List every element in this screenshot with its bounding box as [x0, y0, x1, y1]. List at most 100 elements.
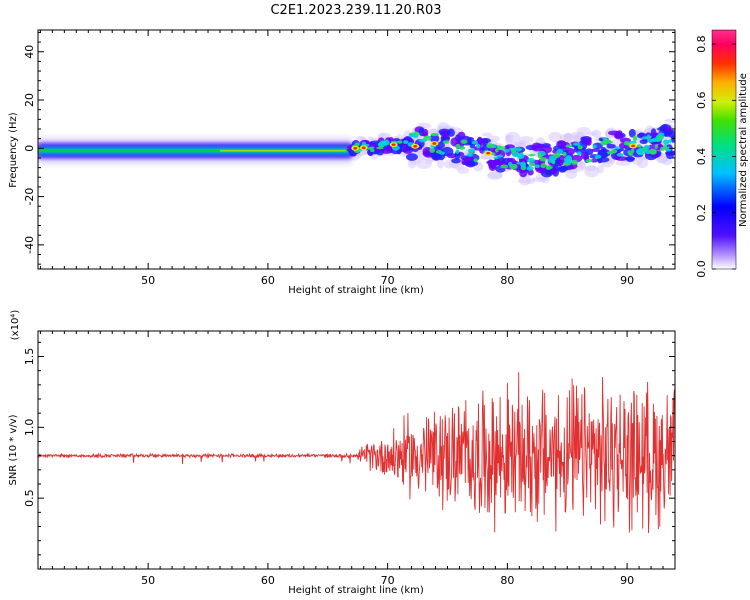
heatmap-halo-blob — [565, 168, 578, 179]
heatmap-green-blob — [654, 144, 659, 149]
heatmap-green-blob — [547, 158, 556, 163]
heatmap-blue-blob — [451, 158, 461, 164]
heatmap-green-blob — [636, 144, 642, 148]
heatmap-halo-blob — [584, 165, 600, 178]
colorbar-tick-label: 0.8 — [695, 35, 708, 53]
heatmap-x-tick-label: 60 — [261, 274, 275, 287]
heatmap-green-blob — [577, 145, 583, 150]
heatmap-halo-blob — [444, 159, 454, 169]
heatmap-blue-blob — [665, 150, 675, 156]
colorbar-gradient — [712, 30, 736, 269]
heatmap-halo-blob — [518, 136, 534, 144]
heatmap-green-blob — [500, 164, 509, 169]
heatmap-blue-blob — [421, 131, 428, 137]
colorbar-tick-label: 0.4 — [695, 148, 708, 166]
heatmap-blue-blob — [639, 139, 648, 145]
heatmap-halo-blob — [572, 134, 580, 144]
heatmap-blue-blob — [461, 157, 467, 166]
heatmap-green-blob — [503, 148, 510, 153]
colorbar-label: Normalized spectral amplitude — [738, 73, 749, 227]
heatmap-green-blob — [606, 140, 613, 144]
heatmap-green-blob — [534, 164, 540, 169]
heatmap-green-blob — [515, 147, 522, 152]
heatmap-band-green — [38, 149, 352, 153]
heatmap-blue-blob — [614, 132, 624, 140]
snr-x-tick-label: 90 — [620, 574, 634, 587]
heatmap-y-tick-label: 20 — [23, 93, 36, 107]
heatmap-hot-core — [413, 145, 418, 148]
heatmap-blue-blob — [454, 151, 461, 160]
snr-series-line — [38, 372, 675, 534]
heatmap-green-blob — [646, 134, 651, 140]
heatmap-green-blob — [507, 161, 513, 167]
heatmap-green-blob — [539, 157, 547, 162]
heatmap-x-tick-label: 50 — [141, 274, 155, 287]
heatmap-green-blob — [370, 148, 375, 153]
heatmap-green-blob — [520, 161, 527, 168]
heatmap-green-blob — [376, 146, 384, 150]
heatmap-green-blob — [662, 139, 670, 145]
heatmap-green-blob — [423, 135, 432, 141]
heatmap-green-blob — [565, 144, 573, 148]
heatmap-blue-blob — [405, 153, 418, 161]
heatmap-green-blob — [526, 166, 534, 171]
heatmap-x-axis-label: Height of straight line (km) — [288, 285, 424, 296]
heatmap-blue-blob — [590, 158, 598, 163]
heatmap-green-blob — [642, 136, 648, 140]
heatmap-green-blob — [493, 156, 499, 160]
heatmap-blue-blob — [600, 147, 607, 152]
heatmap-blue-blob — [519, 169, 528, 178]
heatmap-green-blob — [429, 147, 436, 153]
colorbar-tick-label: 0.2 — [695, 204, 708, 222]
heatmap-hot-core — [631, 144, 636, 148]
heatmap-green-blob — [354, 142, 360, 147]
heatmap-blue-blob — [624, 156, 636, 161]
heatmap-blue-blob — [585, 137, 592, 146]
heatmap-green-blob — [663, 146, 668, 151]
heatmap-halo-blob — [559, 134, 572, 142]
heatmap-blue-blob — [667, 130, 675, 139]
heatmap-green-blob — [592, 144, 597, 149]
heatmap-green-blob — [610, 149, 618, 154]
heatmap-green-blob — [476, 143, 481, 149]
heatmap-blue-blob — [585, 148, 594, 156]
heatmap-marks — [38, 118, 675, 186]
heatmap-blue-blob — [551, 168, 557, 175]
heatmap-blue-blob — [597, 148, 611, 158]
heatmap-y-axis-label: Frequency (Hz) — [8, 112, 19, 188]
heatmap-y-tick-label: 40 — [23, 45, 36, 59]
heatmap-green-blob — [657, 135, 665, 138]
heatmap-halo-blob — [540, 176, 550, 183]
heatmap-y-tick-label: 0 — [23, 145, 36, 152]
heatmap-green-blob — [442, 140, 450, 144]
heatmap-green-blob — [638, 147, 645, 151]
heatmap-blue-blob — [606, 143, 616, 149]
heatmap-green-blob — [651, 137, 660, 142]
snr-x-tick-label: 60 — [261, 574, 275, 587]
heatmap-green-blob — [528, 153, 536, 157]
colorbar-tick-label: 0.6 — [695, 92, 708, 110]
snr-x-tick-label: 50 — [141, 574, 155, 587]
heatmap-hot-core — [486, 151, 491, 155]
snr-y-axis-label: SNR (10 * v/v) — [8, 414, 19, 485]
heatmap-green-blob — [467, 148, 476, 153]
heatmap-green-blob — [643, 145, 651, 150]
heatmap-halo-blob — [487, 171, 503, 180]
heatmap-blue-blob — [447, 128, 455, 137]
heatmap-green-blob — [562, 151, 567, 157]
heatmap-blue-blob — [628, 128, 636, 138]
heatmap-green-blob — [615, 146, 621, 150]
heatmap-green-blob — [460, 139, 468, 144]
heatmap-green-blob — [537, 152, 543, 159]
heatmap-hot-core — [361, 146, 366, 150]
heatmap-green-blob — [657, 132, 665, 136]
heatmap-green-blob — [577, 151, 582, 156]
heatmap-green-blob — [629, 140, 637, 145]
heatmap-hot-core — [353, 146, 358, 150]
heatmap-blue-blob — [558, 166, 567, 173]
heatmap-green-blob — [516, 153, 525, 159]
snr-y-tick-label: 1.0 — [23, 419, 36, 437]
colorbar-tick-label: 0.0 — [695, 260, 708, 278]
heatmap-green-blob — [511, 148, 517, 154]
